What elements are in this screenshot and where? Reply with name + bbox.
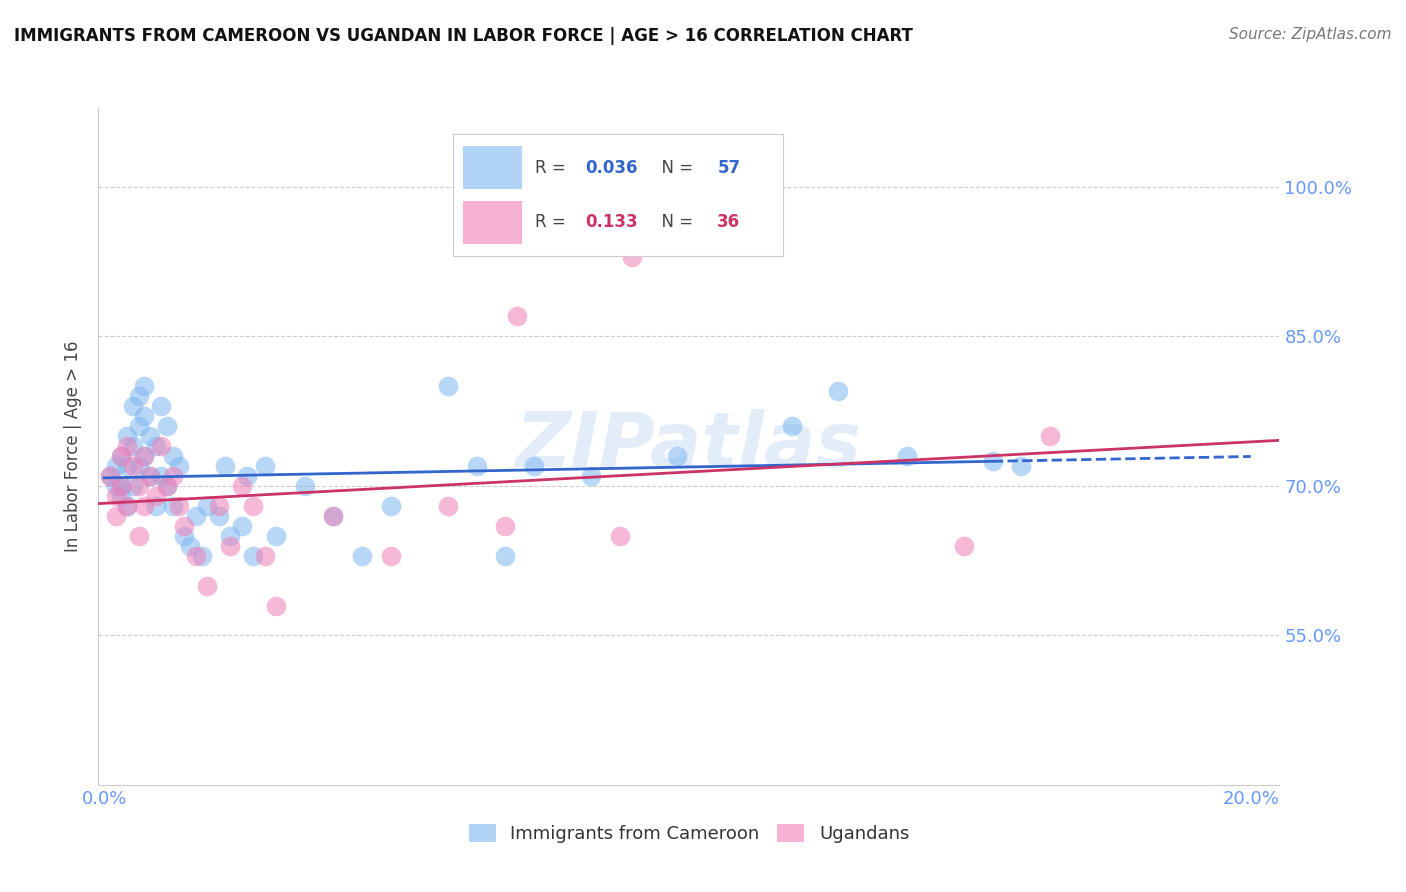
Point: [1039, 429, 1062, 443]
Point: [523, 458, 546, 473]
Point: [609, 529, 631, 543]
Point: [162, 449, 184, 463]
Point: [128, 419, 150, 434]
Point: [322, 508, 344, 523]
Point: [145, 499, 167, 513]
Point: [242, 499, 264, 513]
Point: [128, 479, 150, 493]
Point: [195, 499, 218, 513]
Point: [214, 458, 236, 473]
Point: [156, 479, 179, 493]
Point: [953, 539, 976, 553]
Text: IMMIGRANTS FROM CAMEROON VS UGANDAN IN LABOR FORCE | AGE > 16 CORRELATION CHART: IMMIGRANTS FROM CAMEROON VS UGANDAN IN L…: [14, 27, 912, 45]
Point: [506, 310, 529, 324]
Point: [156, 419, 179, 434]
Point: [253, 458, 276, 473]
Point: [219, 529, 242, 543]
Point: [437, 379, 460, 393]
Point: [495, 549, 517, 563]
Point: [495, 518, 517, 533]
Point: [242, 549, 264, 563]
Point: [110, 449, 132, 463]
Point: [128, 389, 150, 403]
Point: [134, 379, 156, 393]
Point: [115, 499, 138, 513]
Point: [352, 549, 374, 563]
Point: [115, 439, 138, 453]
Point: [156, 479, 179, 493]
Point: [128, 529, 150, 543]
Point: [98, 469, 121, 483]
Point: [128, 458, 150, 473]
Point: [104, 508, 127, 523]
Point: [145, 489, 167, 503]
Point: [104, 489, 127, 503]
Point: [115, 499, 138, 513]
Point: [620, 250, 643, 264]
Point: [110, 479, 132, 493]
Point: [110, 489, 132, 503]
Point: [231, 479, 253, 493]
Point: [179, 539, 201, 553]
Point: [173, 529, 195, 543]
Point: [380, 549, 402, 563]
Point: [150, 469, 173, 483]
Point: [195, 578, 218, 592]
Point: [139, 469, 162, 483]
Point: [264, 599, 287, 613]
Point: [219, 539, 242, 553]
Point: [236, 469, 259, 483]
Point: [150, 439, 173, 453]
Text: ZIPatlas: ZIPatlas: [516, 409, 862, 483]
Point: [666, 449, 689, 463]
Point: [981, 454, 1004, 468]
Point: [264, 529, 287, 543]
Point: [121, 458, 143, 473]
Point: [184, 508, 207, 523]
Point: [465, 458, 488, 473]
Point: [115, 458, 138, 473]
Legend: Immigrants from Cameroon, Ugandans: Immigrants from Cameroon, Ugandans: [461, 817, 917, 850]
Point: [173, 518, 195, 533]
Point: [110, 479, 132, 493]
Point: [110, 449, 132, 463]
Point: [253, 549, 276, 563]
Point: [134, 449, 156, 463]
Point: [827, 384, 849, 399]
Point: [139, 469, 162, 483]
Point: [139, 429, 162, 443]
Point: [115, 429, 138, 443]
Point: [380, 499, 402, 513]
Y-axis label: In Labor Force | Age > 16: In Labor Force | Age > 16: [65, 340, 83, 552]
Point: [121, 439, 143, 453]
Point: [104, 479, 127, 493]
Point: [896, 449, 918, 463]
Point: [294, 479, 316, 493]
Point: [437, 499, 460, 513]
Point: [162, 469, 184, 483]
Point: [98, 469, 121, 483]
Point: [104, 458, 127, 473]
Point: [184, 549, 207, 563]
Point: [780, 419, 803, 434]
Point: [134, 499, 156, 513]
Point: [121, 399, 143, 413]
Point: [1011, 458, 1033, 473]
Point: [322, 508, 344, 523]
Point: [208, 508, 231, 523]
Point: [208, 499, 231, 513]
Point: [167, 499, 190, 513]
Point: [121, 479, 143, 493]
Point: [134, 409, 156, 423]
Point: [150, 399, 173, 413]
Point: [145, 439, 167, 453]
Point: [167, 458, 190, 473]
Point: [134, 449, 156, 463]
Point: [581, 469, 603, 483]
Text: Source: ZipAtlas.com: Source: ZipAtlas.com: [1229, 27, 1392, 42]
Point: [190, 549, 212, 563]
Point: [162, 499, 184, 513]
Point: [231, 518, 253, 533]
